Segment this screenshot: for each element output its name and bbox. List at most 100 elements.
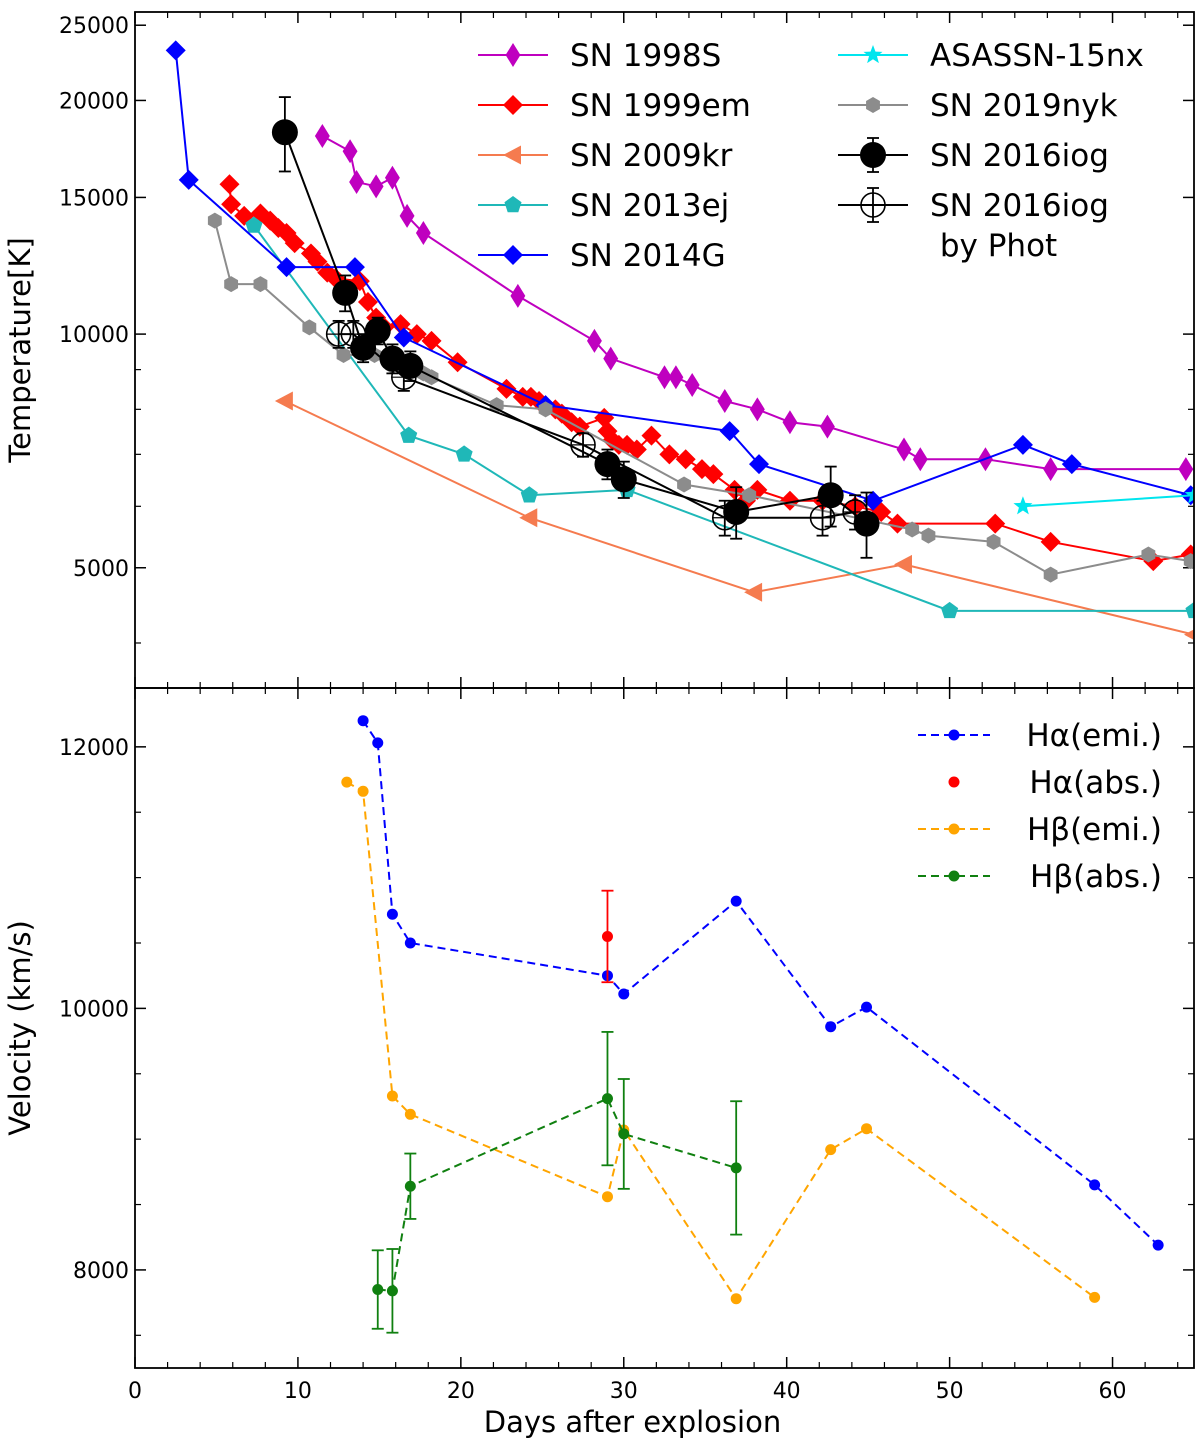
data-point: [825, 1144, 837, 1156]
data-point: [207, 212, 222, 229]
data-point: [719, 421, 740, 442]
series-line: [174, 50, 1191, 502]
temperature-legend: SN 1998S SN 1999em SN 2009kr SN 2013ej SN 20…: [478, 38, 1144, 274]
data-point: [896, 437, 912, 462]
data-point: [357, 715, 369, 727]
data-point: [887, 513, 908, 534]
data-point: [489, 397, 504, 414]
y-tick-label: 5000: [73, 557, 129, 582]
series-sn-2013ej: [245, 216, 1194, 619]
data-point: [384, 165, 400, 190]
velocity-frame: [134, 687, 1195, 1369]
series-h-abs: [601, 889, 614, 984]
y-tick-label: 10000: [59, 323, 129, 348]
series-h-abs: [371, 1031, 743, 1334]
data-point: [677, 476, 691, 493]
y-tick-label: 15000: [59, 186, 129, 211]
data-point: [601, 930, 613, 942]
series-line: [253, 224, 1194, 612]
data-point: [912, 447, 928, 472]
data-point: [819, 414, 835, 439]
data-point: [809, 504, 836, 531]
data-point: [1043, 566, 1058, 583]
data-point: [221, 194, 242, 215]
data-point: [368, 174, 384, 199]
legend-marker: [504, 196, 522, 213]
data-point: [842, 499, 868, 525]
data-point: [1040, 531, 1061, 552]
legend-entry-sn-2019nyk: SN 2019nyk: [838, 88, 1118, 124]
data-point: [245, 216, 263, 233]
data-point: [415, 220, 431, 245]
data-point: [825, 1021, 837, 1033]
data-point: [817, 482, 844, 509]
data-point: [350, 334, 377, 361]
data-point: [1013, 496, 1033, 515]
series-line: [321, 135, 1186, 471]
legend-marker: [503, 145, 521, 165]
data-point: [364, 317, 391, 344]
data-point: [421, 330, 442, 351]
legend-entry-h-abs: Hα(abs.): [948, 765, 1162, 801]
data-point: [921, 527, 936, 544]
velocity-legend: Hα(emi.) Hα(abs.) Hβ(emi.) Hβ(abs.): [918, 718, 1162, 895]
data-point: [985, 513, 1006, 534]
legend-label: SN 2009kr: [570, 138, 733, 174]
legend-marker: [948, 729, 960, 741]
data-point: [271, 119, 298, 146]
data-point: [349, 170, 365, 195]
temperature-plot-area: [165, 40, 1194, 640]
data-point: [601, 1191, 613, 1203]
data-point: [399, 203, 415, 228]
data-point: [587, 328, 602, 353]
legend-label: ASASSN-15nx: [930, 38, 1144, 74]
temperature-axes: 5000 10000 15000 20000 25000 Temperature[K]: [3, 12, 1194, 688]
data-point: [224, 276, 239, 293]
data-point: [178, 169, 199, 190]
legend-entry-h-emi: Hβ(emi.): [918, 812, 1162, 848]
legend-entry-sn-2009kr: SN 2009kr: [478, 138, 733, 174]
data-point: [1012, 434, 1033, 455]
data-point: [986, 533, 1001, 550]
data-point: [717, 389, 733, 414]
data-point: [703, 464, 724, 485]
data-point: [1183, 553, 1194, 570]
legend-entry-sn-2013ej: SN 2013ej: [478, 188, 729, 224]
legend-entry-sn-1999em: SN 1999em: [478, 88, 751, 124]
legend-marker: [948, 870, 960, 882]
velocity-plot-area: [341, 715, 1164, 1334]
data-point: [744, 582, 763, 602]
data-point: [861, 1001, 873, 1013]
legend-marker: [503, 245, 523, 265]
legend-label: SN 1998S: [570, 38, 721, 74]
legend-marker: [503, 95, 523, 115]
data-point: [400, 426, 418, 443]
data-point: [905, 521, 920, 538]
data-point: [404, 1180, 416, 1192]
data-point: [601, 1093, 613, 1105]
series-line: [377, 1097, 737, 1292]
legend-entry-sn-2016iog: SN 2016iog: [838, 137, 1109, 174]
data-point: [1089, 1179, 1101, 1191]
data-point: [344, 257, 365, 278]
legend-entry-h-abs: Hβ(abs.): [918, 859, 1162, 895]
legend-label: SN 2016iog: [930, 188, 1109, 224]
data-point: [1043, 457, 1059, 482]
data-point: [626, 439, 647, 460]
data-point: [341, 776, 353, 788]
data-point: [1185, 601, 1194, 619]
data-point: [390, 314, 411, 335]
legend-entry-sn-2016iog-by-phot: SN 2016iog by Phot: [838, 187, 1109, 264]
x-tick-label: 20: [447, 1379, 475, 1404]
data-point: [863, 490, 884, 511]
x-axis-label: Days after explosion: [484, 1405, 781, 1439]
data-point: [274, 391, 293, 411]
data-point: [659, 444, 680, 465]
data-point: [641, 425, 662, 446]
x-tick-label: 40: [773, 1379, 801, 1404]
data-point: [391, 364, 417, 390]
data-point: [393, 327, 414, 348]
data-point: [404, 1108, 416, 1120]
series-h-emi: [341, 776, 1101, 1305]
data-point: [276, 257, 297, 278]
